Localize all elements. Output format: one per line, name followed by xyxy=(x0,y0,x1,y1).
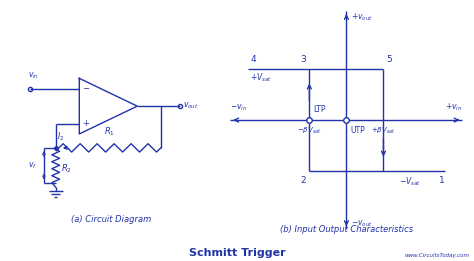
Text: $R_1$: $R_1$ xyxy=(104,126,115,138)
Text: $- v_{out}$: $- v_{out}$ xyxy=(351,218,373,229)
Text: $+ V_{sat}$: $+ V_{sat}$ xyxy=(250,72,272,84)
Text: $+ \beta V_{sat}$: $+ \beta V_{sat}$ xyxy=(371,126,396,136)
Text: (b) Input Output Characteristics: (b) Input Output Characteristics xyxy=(280,225,413,234)
Text: $- v_{in}$: $- v_{in}$ xyxy=(230,103,248,113)
Text: 1: 1 xyxy=(439,176,445,185)
Text: $v_{in}$: $v_{in}$ xyxy=(28,70,39,81)
Text: UTP: UTP xyxy=(350,126,365,135)
Text: −: − xyxy=(82,84,90,93)
Text: $+ v_{in}$: $+ v_{in}$ xyxy=(445,102,463,113)
Text: +: + xyxy=(82,119,90,128)
Text: 5: 5 xyxy=(386,55,392,64)
Text: 4: 4 xyxy=(250,55,256,64)
Text: Schmitt Trigger: Schmitt Trigger xyxy=(189,248,285,258)
Text: 3: 3 xyxy=(300,55,306,64)
Text: $- V_{sat}$: $- V_{sat}$ xyxy=(399,176,420,188)
Text: (a) Circuit Diagram: (a) Circuit Diagram xyxy=(72,215,152,224)
Text: $v_f$: $v_f$ xyxy=(28,160,37,170)
Text: $I_2$: $I_2$ xyxy=(57,130,64,143)
Text: $+ v_{out}$: $+ v_{out}$ xyxy=(351,11,373,23)
Text: $- \beta V_{sat}$: $- \beta V_{sat}$ xyxy=(297,126,322,136)
Text: www.CircuitsToday.com: www.CircuitsToday.com xyxy=(404,253,469,258)
Text: $v_{out}$: $v_{out}$ xyxy=(183,101,199,111)
Text: LTP: LTP xyxy=(313,105,326,114)
Text: 2: 2 xyxy=(300,176,306,185)
Text: $R_2$: $R_2$ xyxy=(61,163,72,175)
